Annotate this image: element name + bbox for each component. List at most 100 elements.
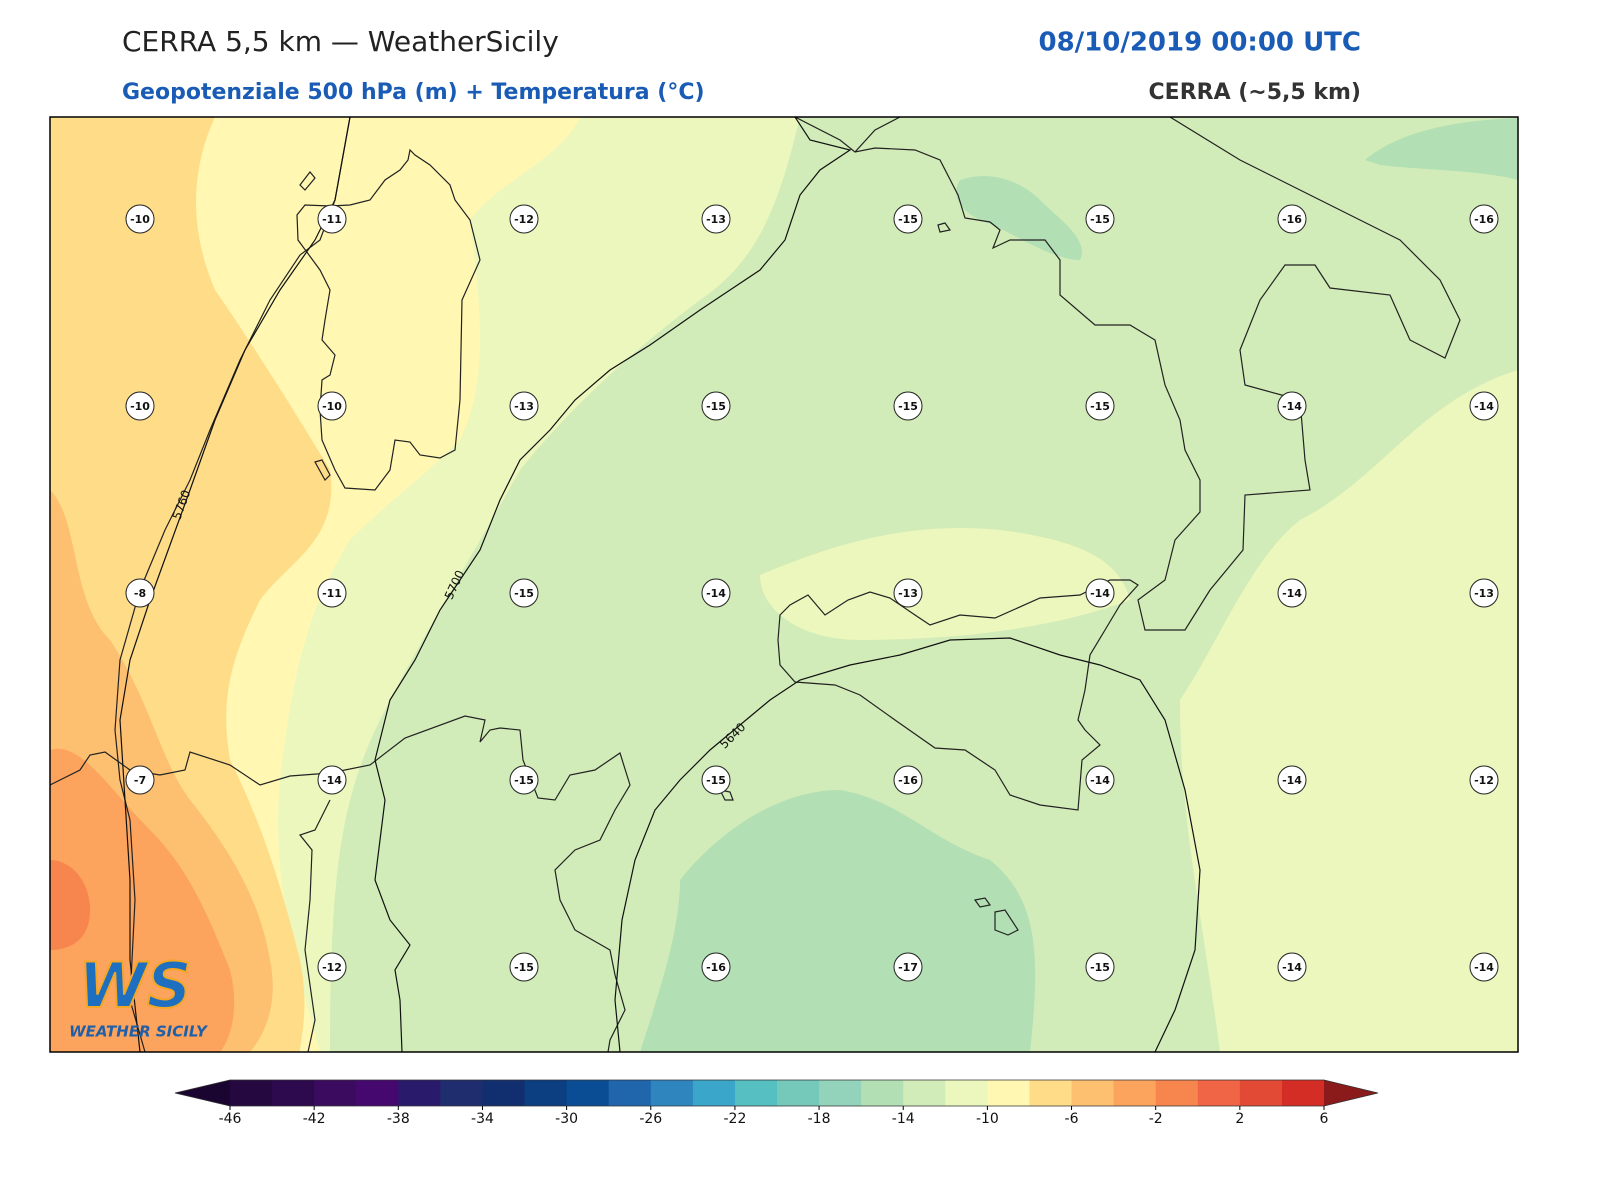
temperature-marker: [893, 952, 923, 982]
temperature-label: -15: [514, 774, 534, 787]
temperature-label: -15: [1090, 213, 1110, 226]
temperature-label: -15: [706, 400, 726, 413]
temperature-marker: [893, 578, 923, 608]
temperature-marker: [701, 391, 731, 421]
temperature-label: -13: [898, 587, 918, 600]
temperature-marker: [1277, 204, 1307, 234]
temperature-label: -14: [1282, 961, 1302, 974]
temperature-label: -11: [322, 213, 342, 226]
temperature-label: -15: [898, 213, 918, 226]
temperature-label: -14: [1282, 400, 1302, 413]
temperature-label: -12: [322, 961, 342, 974]
temperature-marker: [1469, 765, 1499, 795]
coastlines: [50, 117, 1461, 1052]
colorbar-tick-label: -14: [892, 1111, 915, 1127]
temperature-labels: -10 -11 -12 -13 -15 -15 -16 -16 -10 -10 -13 -15 -15 -…: [125, 204, 1499, 982]
temperature-label: -16: [1282, 213, 1302, 226]
temperature-marker: [1469, 578, 1499, 608]
field-band: [50, 748, 235, 1052]
temperature-marker: [125, 765, 155, 795]
temperature-label: -16: [706, 961, 726, 974]
colorbar-tick-label: -46: [219, 1111, 242, 1127]
temperature-label: -14: [1282, 774, 1302, 787]
temperature-marker: [893, 765, 923, 795]
temperature-marker: [509, 391, 539, 421]
temperature-label: -15: [1090, 400, 1110, 413]
temperature-marker: [1469, 952, 1499, 982]
temperature-marker: [893, 391, 923, 421]
temperature-label: -14: [1474, 961, 1494, 974]
map-frame: [49, 116, 1519, 1053]
temperature-label: -15: [706, 774, 726, 787]
colorbar-tick-label: -30: [555, 1111, 578, 1127]
colorbar-segment: [1281, 1080, 1325, 1106]
temperature-marker: [509, 952, 539, 982]
temperature-label: -14: [322, 774, 342, 787]
title: CERRA 5,5 km — WeatherSicily: [122, 25, 559, 58]
colorbar-segment: [1239, 1080, 1283, 1106]
temperature-marker: [701, 578, 731, 608]
temperature-marker: [509, 765, 539, 795]
colorbar-tick-label: -38: [387, 1111, 410, 1127]
logo: WS WEATHER SICILY: [69, 948, 209, 1040]
colorbar-segment: [945, 1080, 988, 1106]
colorbar-tick-label: -18: [808, 1111, 831, 1127]
temperature-label: -17: [898, 961, 918, 974]
colorbar-segment: [314, 1080, 357, 1106]
temperature-marker: [701, 765, 731, 795]
temperature-label: -13: [706, 213, 726, 226]
source: CERRA (~5,5 km): [1149, 80, 1361, 105]
colorbar-tick-label: -34: [471, 1111, 494, 1127]
temperature-label: -8: [134, 587, 146, 600]
temperature-marker: [1277, 765, 1307, 795]
colorbar-segment: [566, 1080, 610, 1106]
temperature-marker: [1085, 765, 1115, 795]
colorbar-segment: [777, 1080, 820, 1106]
temperature-marker: [125, 204, 155, 234]
temperature-marker: [125, 578, 155, 608]
colorbar-segment: [524, 1080, 568, 1106]
temperature-label: -15: [514, 961, 534, 974]
colorbar-segment: [272, 1080, 315, 1106]
field-band: [956, 176, 1082, 260]
temperature-label: -15: [898, 400, 918, 413]
temperature-marker: [1085, 952, 1115, 982]
field-band: [640, 790, 1036, 1052]
temperature-label: -13: [514, 400, 534, 413]
colorbar-extend: [175, 1080, 230, 1106]
map-area: 5760 5700 5640 -10 -11 -12 -13 -15 -15 -16 -16-…: [50, 117, 1518, 1052]
temperature-marker: [317, 204, 347, 234]
temperature-label: -15: [514, 587, 534, 600]
temperature-marker: [317, 391, 347, 421]
colorbar-segment: [734, 1080, 778, 1106]
temperature-marker: [317, 578, 347, 608]
colorbar-tick-label: -22: [723, 1111, 746, 1127]
colorbar-segment: [1029, 1080, 1073, 1106]
temperature-label: -16: [898, 774, 918, 787]
temperature-label: -13: [1474, 587, 1494, 600]
field-band: [760, 528, 1130, 640]
colorbar-segment: [398, 1080, 441, 1106]
colorbar-segment: [440, 1080, 483, 1106]
temperature-label: -16: [1474, 213, 1494, 226]
colorbar-tick-label: -42: [303, 1111, 326, 1127]
temperature-marker: [509, 578, 539, 608]
colorbar-tick-label: 2: [1235, 1111, 1244, 1127]
temperature-marker: [1469, 391, 1499, 421]
colorbar-segment: [608, 1080, 652, 1106]
colorbar-segment: [692, 1080, 736, 1106]
colorbar-tick-label: -6: [1065, 1111, 1079, 1127]
datetime: 08/10/2019 00:00 UTC: [1038, 28, 1361, 58]
temperature-marker: [509, 204, 539, 234]
temperature-marker: [317, 952, 347, 982]
temperature-marker: [317, 765, 347, 795]
colorbar-segment: [482, 1080, 526, 1106]
temperature-marker: [1277, 391, 1307, 421]
colorbar-segment: [861, 1080, 904, 1106]
colorbar-segment: [650, 1080, 694, 1106]
colorbar-segment: [819, 1080, 862, 1106]
temperature-marker: [1085, 204, 1115, 234]
colorbar-segment: [903, 1080, 946, 1106]
colorbar-segment: [1113, 1080, 1157, 1106]
contours: [119, 117, 1201, 1052]
